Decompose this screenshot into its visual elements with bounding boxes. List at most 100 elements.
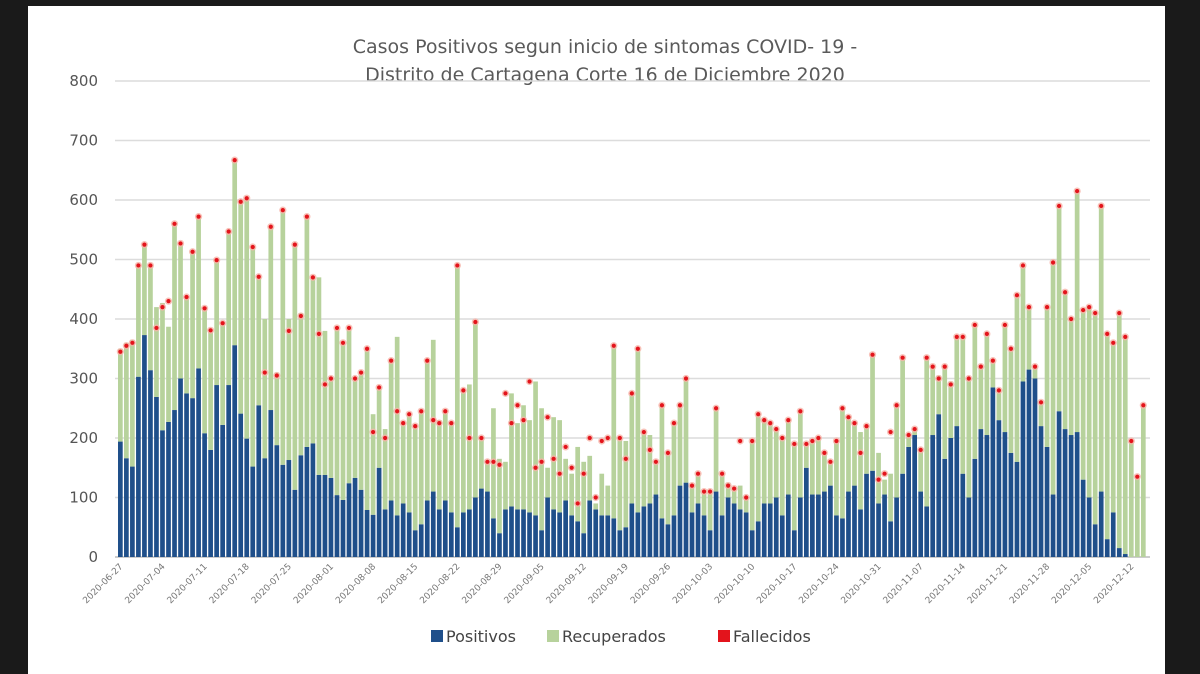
bar-recuperados — [779, 438, 785, 516]
bar-recuperados — [1056, 205, 1062, 412]
marker-fallecidos — [1105, 331, 1110, 336]
marker-fallecidos — [250, 244, 255, 250]
bar-positivos — [785, 494, 791, 557]
marker-fallecidos — [461, 388, 466, 393]
marker-fallecidos — [852, 421, 857, 426]
marker-fallecidos — [142, 242, 147, 247]
bar-positivos — [467, 509, 472, 557]
marker-fallecidos — [780, 435, 785, 441]
bar-positivos — [641, 506, 647, 557]
bar-recuperados — [208, 330, 213, 450]
bar-positivos — [906, 446, 911, 557]
x-tick-label: 2020-07-18 — [208, 562, 252, 606]
marker-fallecidos — [726, 483, 731, 488]
marker-fallecidos — [274, 373, 279, 378]
bar-recuperados — [238, 201, 244, 414]
bar-positivos — [677, 485, 683, 557]
marker-fallecidos — [587, 435, 592, 441]
bar-recuperados — [328, 378, 334, 478]
bar-positivos — [569, 515, 575, 557]
bar-positivos — [304, 446, 310, 557]
bar-recuperados — [412, 426, 418, 531]
bar-positivos — [936, 414, 942, 557]
bar-recuperados — [310, 277, 316, 444]
bar-positivos — [990, 387, 996, 557]
bar-recuperados — [731, 488, 737, 504]
bar-positivos — [274, 445, 280, 557]
x-tick-label: 2020-12-12 — [1092, 562, 1136, 606]
marker-fallecidos — [334, 325, 340, 331]
bar-positivos — [888, 521, 893, 557]
bar-positivos — [154, 396, 159, 557]
bar-positivos — [900, 473, 905, 557]
bar-positivos — [334, 495, 340, 557]
bar-positivos — [316, 474, 322, 557]
y-tick-label: 600 — [69, 191, 98, 209]
marker-fallecidos — [298, 313, 303, 319]
bar-positivos — [298, 455, 304, 557]
marker-fallecidos — [166, 299, 171, 304]
bar-recuperados — [280, 210, 286, 465]
bar-recuperados — [1044, 307, 1050, 447]
bar-positivos — [328, 477, 334, 557]
bar-recuperados — [292, 244, 298, 490]
bar-positivos — [256, 405, 262, 557]
bar-recuperados — [605, 485, 611, 516]
bar-recuperados — [581, 461, 587, 534]
bar-recuperados — [442, 411, 448, 501]
marker-fallecidos — [551, 456, 556, 461]
bar-recuperados — [641, 432, 647, 507]
bar-recuperados — [298, 313, 304, 456]
marker-fallecidos — [1032, 364, 1038, 369]
bar-positivos — [707, 530, 713, 557]
bar-positivos — [719, 515, 725, 557]
bar-positivos — [539, 530, 544, 557]
marker-fallecidos — [226, 229, 231, 234]
bar-positivos — [1038, 426, 1044, 557]
bar-recuperados — [701, 491, 707, 516]
marker-fallecidos — [882, 471, 887, 476]
bar-positivos — [533, 515, 538, 557]
marker-fallecidos — [407, 412, 412, 417]
marker-fallecidos — [683, 376, 689, 381]
marker-fallecidos — [130, 340, 135, 345]
bar-recuperados — [852, 423, 857, 486]
bar-positivos — [497, 533, 502, 557]
bar-positivos — [418, 524, 424, 557]
marker-fallecidos — [196, 214, 201, 219]
bar-recuperados — [448, 423, 454, 513]
marker-fallecidos — [1111, 340, 1116, 345]
bar-positivos — [436, 509, 442, 557]
bar-positivos — [984, 435, 990, 557]
bar-recuperados — [834, 440, 839, 516]
marker-fallecidos — [804, 441, 809, 447]
bar-recuperados — [713, 408, 719, 492]
bar-recuperados — [250, 247, 256, 467]
bar-positivos — [394, 515, 400, 557]
bar-positivos — [551, 509, 556, 557]
y-tick-label: 200 — [69, 429, 98, 447]
x-tick-label: 2020-08-08 — [334, 562, 378, 606]
bar-positivos — [797, 497, 803, 557]
marker-fallecidos — [671, 421, 677, 426]
y-tick-label: 500 — [69, 251, 98, 269]
marker-fallecidos — [467, 435, 472, 441]
marker-fallecidos — [972, 322, 977, 328]
bar-recuperados — [1098, 205, 1104, 492]
bar-positivos — [779, 515, 785, 557]
bar-recuperados — [563, 458, 568, 501]
bar-recuperados — [599, 473, 605, 516]
bar-positivos — [635, 512, 641, 557]
bar-recuperados — [262, 319, 268, 459]
bar-positivos — [130, 466, 135, 557]
legend-label-recuperados: Recuperados — [562, 627, 666, 646]
bar-positivos — [972, 458, 978, 557]
bar-positivos — [382, 509, 388, 557]
bar-positivos — [214, 385, 219, 557]
bar-recuperados — [551, 417, 556, 510]
bar-recuperados — [803, 443, 809, 468]
legend-swatch-fallecidos — [718, 630, 730, 642]
marker-fallecidos — [389, 358, 394, 363]
x-tick-label: 2020-10-31 — [840, 562, 884, 606]
bar-recuperados — [503, 461, 508, 510]
